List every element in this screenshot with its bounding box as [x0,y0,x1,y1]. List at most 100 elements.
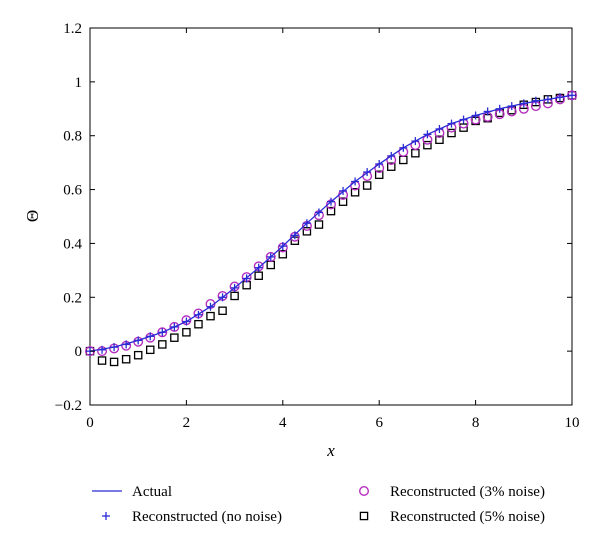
data-point-plus [351,177,360,186]
legend-label: Actual [132,484,172,500]
data-point-plus [218,293,227,302]
data-point-plus [375,159,384,168]
legend: Actual Reconstructed (3% noise) Reconstruc… [92,484,545,525]
plot-frame [89,27,573,406]
data-point-plus [555,93,564,102]
data-point-plus [266,252,275,261]
data-point-plus [483,107,492,116]
y-tick-label: 0.8 [63,129,82,145]
data-point-plus [158,328,167,337]
data-point-plus [206,302,215,311]
series-plus [86,91,576,356]
data-point-square [435,135,444,145]
data-point-square [266,260,275,270]
data-point-square [206,311,215,321]
data-point-plus [447,119,456,128]
data-point-plus [399,143,408,152]
data-point-circle [157,327,168,338]
data-point-square [350,188,360,197]
data-point-square [158,340,167,349]
legend-label: Reconstructed (3% noise) [390,484,545,500]
x-tick-label: 2 [183,415,191,431]
y-tick-label: 1.2 [63,21,82,37]
data-point-square [411,148,420,158]
data-point-plus [170,322,179,331]
data-point-square [218,306,227,315]
legend-label: Reconstructed (no noise) [132,509,282,525]
data-point-square [230,291,239,301]
data-point-plus [290,231,299,240]
data-point-square [362,181,372,190]
data-point-plus [254,263,263,272]
series-layer [84,90,578,367]
legend-swatch-circle [359,486,370,497]
data-point-plus [363,168,372,177]
data-point-plus [122,340,131,349]
data-point-circle [265,251,276,262]
y-tick-label: 0 [75,344,83,360]
data-point-square [447,128,456,138]
data-point-square [399,155,408,165]
data-point-plus [339,186,348,195]
data-point-square [338,197,348,206]
data-point-plus [507,102,516,111]
data-point-square [254,271,263,280]
data-point-square [374,170,384,180]
x-tick-label: 8 [472,415,480,431]
data-point-plus [531,96,540,105]
data-point-plus [302,219,311,228]
legend-swatch-square [359,511,369,521]
x-tick-label: 6 [375,415,383,431]
data-point-plus [98,345,107,354]
data-point-plus [314,208,323,217]
x-tick-label: 4 [279,415,287,431]
legend-item: Reconstructed (3% noise) [359,484,545,500]
data-point-plus [543,95,552,104]
data-point-plus [411,137,420,146]
legend-item: Actual [92,484,172,500]
data-point-plus [278,242,287,251]
data-point-plus [194,310,203,319]
y-tick-label: 0.2 [63,290,82,306]
data-point-plus [423,130,432,139]
y-tick-label: 1 [75,75,83,91]
data-point-plus [146,332,155,341]
data-point-square [278,249,288,259]
data-point-plus [110,343,119,352]
data-point-square [242,280,251,290]
data-point-square [302,227,312,236]
legend-swatch-plus [102,512,110,520]
y-tick-label: −0.2 [55,398,82,414]
legend-item: Reconstructed (no noise) [102,509,282,525]
x-axis-title: x [326,441,335,460]
data-point-square [386,162,396,171]
data-point-square [423,140,432,150]
series-line [89,94,573,352]
ticks-layer: 0 2 4 6 8 10−0.200.20.40.60.811.2 [55,21,580,431]
data-point-square [97,356,107,365]
data-point-square [109,357,119,367]
y-tick-label: 0.6 [63,183,82,199]
series-line-actual [89,94,573,352]
data-point-plus [182,317,191,326]
data-point-square [459,123,468,132]
x-tick-label: 10 [565,415,580,431]
data-point-plus [230,283,239,292]
data-point-plus [519,99,528,108]
data-point-square [194,319,203,329]
y-axis-title: Θ [23,210,42,222]
x-tick-label: 0 [86,415,94,431]
data-point-plus [387,151,396,160]
y-tick-label: 0.4 [63,236,82,252]
data-point-square [170,333,179,342]
data-point-circle [567,90,578,101]
data-point-plus [495,104,504,113]
data-point-plus [134,336,143,345]
data-point-square [326,206,336,216]
plot-area [89,27,573,406]
data-point-plus [471,111,480,120]
data-point-plus [327,197,335,206]
data-point-square [121,354,131,364]
data-point-square [314,220,324,229]
